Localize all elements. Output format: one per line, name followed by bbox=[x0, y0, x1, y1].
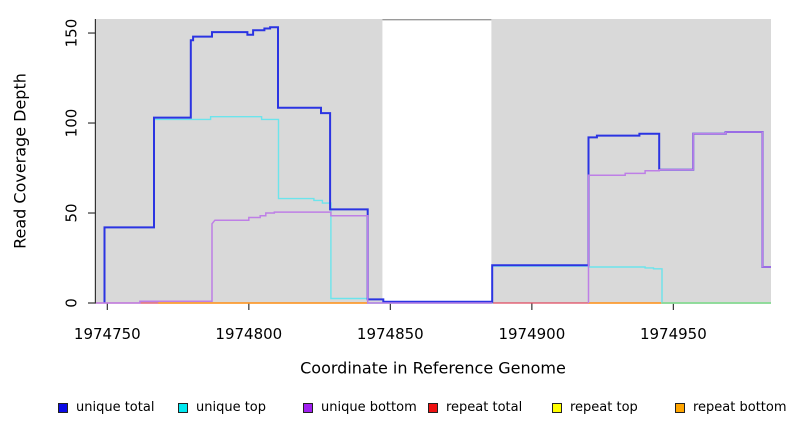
legend-label: repeat bottom bbox=[693, 400, 787, 415]
series-line-unique-total bbox=[103, 26, 771, 303]
repeat-total-swatch-icon bbox=[428, 402, 438, 413]
x-axis-label: Coordinate in Reference Genome bbox=[300, 358, 566, 378]
legend-item-repeat-bottom: repeat bottom bbox=[675, 400, 787, 415]
legend-label: unique total bbox=[76, 400, 155, 415]
y-tick-label: 150 bbox=[63, 19, 81, 48]
repeat-bottom-swatch-icon bbox=[675, 402, 685, 413]
legend-item-repeat-top: repeat top bbox=[552, 400, 638, 415]
legend-label: unique top bbox=[196, 400, 267, 415]
unique-top-swatch-icon bbox=[178, 402, 188, 413]
unique-total-swatch-icon bbox=[58, 402, 68, 413]
x-tick-label: 1974750 bbox=[74, 325, 141, 343]
legend-label: unique bottom bbox=[321, 400, 417, 415]
y-tick-label: 50 bbox=[63, 203, 81, 222]
x-tick-label: 1974950 bbox=[640, 325, 707, 343]
x-tick-label: 1974800 bbox=[215, 325, 282, 343]
series-line-unique-bottom bbox=[96, 211, 493, 304]
legend-item-repeat-total: repeat total bbox=[428, 400, 522, 415]
unique-bottom-swatch-icon bbox=[303, 402, 313, 413]
x-tick-label: 1974900 bbox=[498, 325, 565, 343]
series-line-unique-bottom bbox=[587, 131, 771, 303]
y-tick-label: 0 bbox=[63, 298, 81, 308]
x-tick-label: 1974850 bbox=[357, 325, 424, 343]
legend-item-unique-total: unique total bbox=[58, 400, 154, 415]
legend-label: repeat top bbox=[570, 400, 638, 415]
gap-band bbox=[382, 19, 492, 303]
repeat-top-swatch-icon bbox=[552, 402, 562, 413]
legend-label: repeat total bbox=[446, 400, 523, 415]
legend-item-unique-bottom: unique bottom bbox=[303, 400, 417, 415]
y-axis-label: Read Coverage Depth bbox=[10, 73, 30, 249]
y-tick-label: 100 bbox=[63, 109, 81, 138]
legend-item-unique-top: unique top bbox=[178, 400, 266, 415]
